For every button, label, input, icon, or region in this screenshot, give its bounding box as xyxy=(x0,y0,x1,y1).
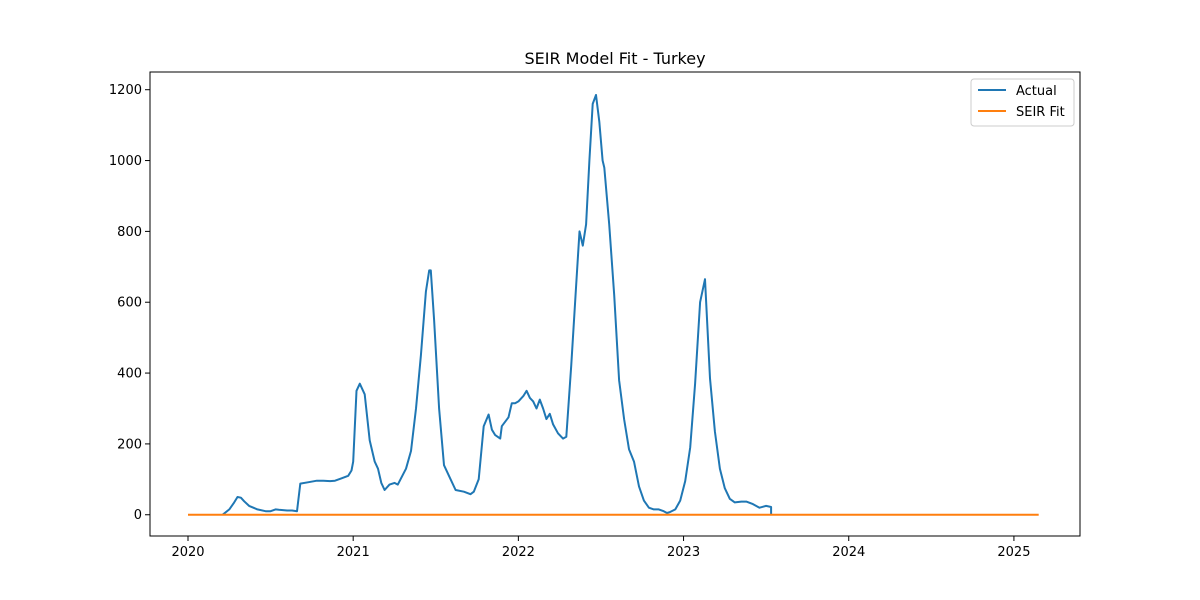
y-tick-label: 400 xyxy=(117,367,142,382)
series-line-actual xyxy=(222,94,773,516)
legend-label-actual: Actual xyxy=(1016,84,1057,99)
series-layer xyxy=(188,94,1039,516)
x-tick-label: 2024 xyxy=(832,545,865,560)
y-tick-label: 1200 xyxy=(109,83,142,98)
y-axis: 0 200 400 600 800 1000 1200 xyxy=(109,83,150,523)
y-tick-label: 1000 xyxy=(109,154,142,169)
x-axis: 2020 2021 2022 2023 2024 2025 xyxy=(171,536,1030,560)
x-tick-label: 2022 xyxy=(502,545,535,560)
y-tick-label: 800 xyxy=(117,225,142,240)
y-tick-label: 0 xyxy=(134,508,142,523)
x-tick-label: 2020 xyxy=(171,545,204,560)
x-tick-label: 2021 xyxy=(337,545,370,560)
legend: Actual SEIR Fit xyxy=(970,78,1075,127)
y-tick-label: 600 xyxy=(117,296,142,311)
x-tick-label: 2023 xyxy=(667,545,700,560)
x-tick-label: 2025 xyxy=(997,545,1030,560)
legend-label-seir-fit: SEIR Fit xyxy=(1016,105,1065,120)
chart-title: SEIR Model Fit - Turkey xyxy=(524,49,705,68)
y-tick-label: 200 xyxy=(117,437,142,452)
plot-frame xyxy=(149,71,1081,537)
